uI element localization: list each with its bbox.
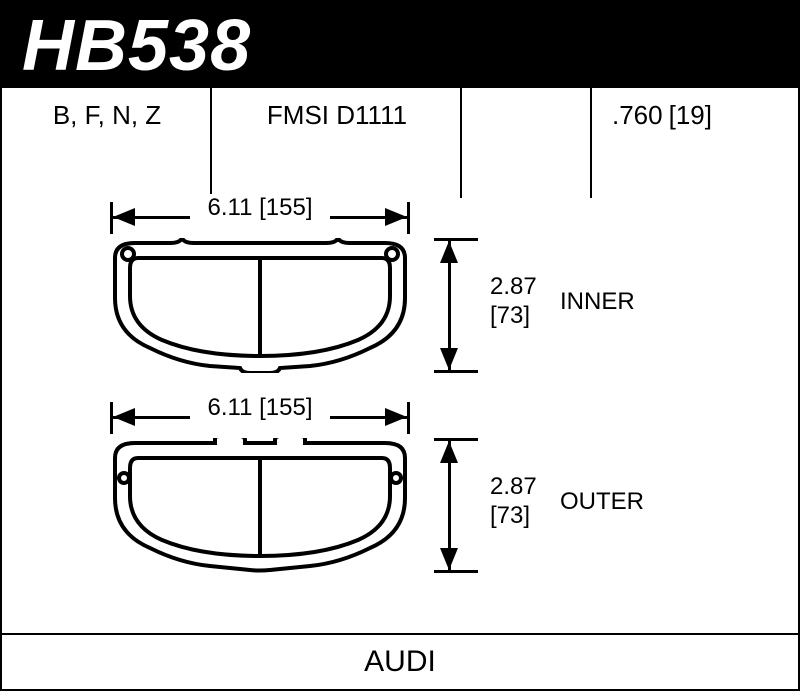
inner-width-mm: [155] [259,194,312,221]
inner-height-mm: [73] [490,302,537,331]
outer-width-in: 6.11 [208,394,253,421]
outer-pad-icon [110,438,410,573]
thickness: .760 [19] [592,88,800,143]
diagram-area: 6.11 [155] 2.87 [73] [0,143,800,633]
fmsi-code: FMSI D1111 [212,88,462,143]
arrow-right-icon [385,208,407,226]
arrow-left-icon [113,208,135,226]
outer-name: OUTER [560,488,644,516]
footer-row: AUDI [0,633,800,691]
inner-height-label: 2.87 [73] [490,273,537,331]
arrow-up-icon [440,441,458,463]
inner-height-in: 2.87 [490,273,537,302]
outer-height-mm: [73] [490,502,537,531]
outer-height-in: 2.87 [490,473,537,502]
spec-row: B, F, N, Z FMSI D1111 .760 [19] [0,88,800,143]
arrow-right-icon [385,408,407,426]
compounds: B, F, N, Z [2,88,212,143]
arrow-left-icon [113,408,135,426]
part-number: HB538 [22,2,251,90]
manufacturer: AUDI [364,645,436,679]
outer-width-label: 6.11 [155] [190,394,330,422]
outer-width-mm: [155] [259,394,312,421]
inner-width-dimension: 6.11 [155] [110,198,410,236]
arrow-down-icon [440,548,458,570]
outer-width-dimension: 6.11 [155] [110,398,410,436]
thickness-inches: .760 [612,100,663,131]
inner-pad-block: 6.11 [155] [110,198,410,373]
inner-width-label: 6.11 [155] [190,194,330,222]
outer-pad-block: 6.11 [155] [110,398,410,573]
spec-spacer [462,88,592,143]
inner-pad-icon [110,238,410,373]
arrow-up-icon [440,241,458,263]
inner-name: INNER [560,288,635,316]
inner-height-dimension [430,238,470,373]
inner-width-in: 6.11 [208,194,253,221]
outer-height-dimension [430,438,470,573]
arrow-down-icon [440,348,458,370]
outer-height-label: 2.87 [73] [490,473,537,531]
thickness-mm: [19] [669,100,712,131]
header-bar: HB538 [0,0,800,88]
